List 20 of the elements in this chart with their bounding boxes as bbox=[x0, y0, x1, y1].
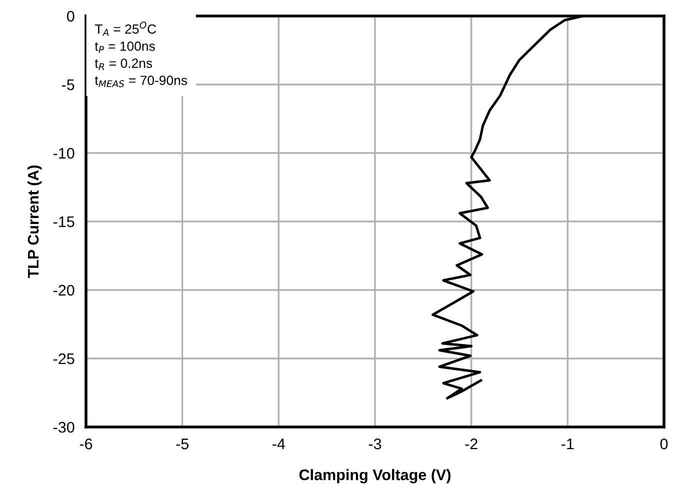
x-tick-label: -1 bbox=[562, 438, 574, 450]
x-tick-label: -2 bbox=[465, 438, 478, 450]
x-tick-label: -5 bbox=[176, 438, 188, 450]
annotation: t$_{MEAS}$ = 70-90ns bbox=[94, 76, 188, 88]
y-tick-label: -10 bbox=[53, 148, 74, 159]
x-axis-title: Clamping Voltage (V) bbox=[299, 469, 450, 484]
y-tick-label: 0 bbox=[66, 10, 74, 22]
y-tick-label: -25 bbox=[53, 353, 74, 364]
y-axis-title: TLP Current (A) bbox=[27, 166, 42, 278]
annotation: T$_{A}$ = 25$^{O}$C bbox=[94, 22, 156, 36]
y-tick-label: -20 bbox=[53, 284, 74, 296]
annotation: t$_{R}$ = 0.2ns bbox=[94, 58, 152, 70]
x-tick-label: -4 bbox=[272, 438, 286, 450]
x-tick-label: 0 bbox=[660, 438, 668, 450]
y-tick-label: -30 bbox=[53, 422, 74, 433]
y-tick-label: -5 bbox=[62, 80, 74, 90]
y-tick-label: -15 bbox=[53, 216, 74, 228]
x-tick-label: -6 bbox=[80, 438, 92, 450]
annotation: t$_{P}$ = 100ns bbox=[94, 42, 155, 53]
x-tick-label: -3 bbox=[368, 438, 382, 450]
